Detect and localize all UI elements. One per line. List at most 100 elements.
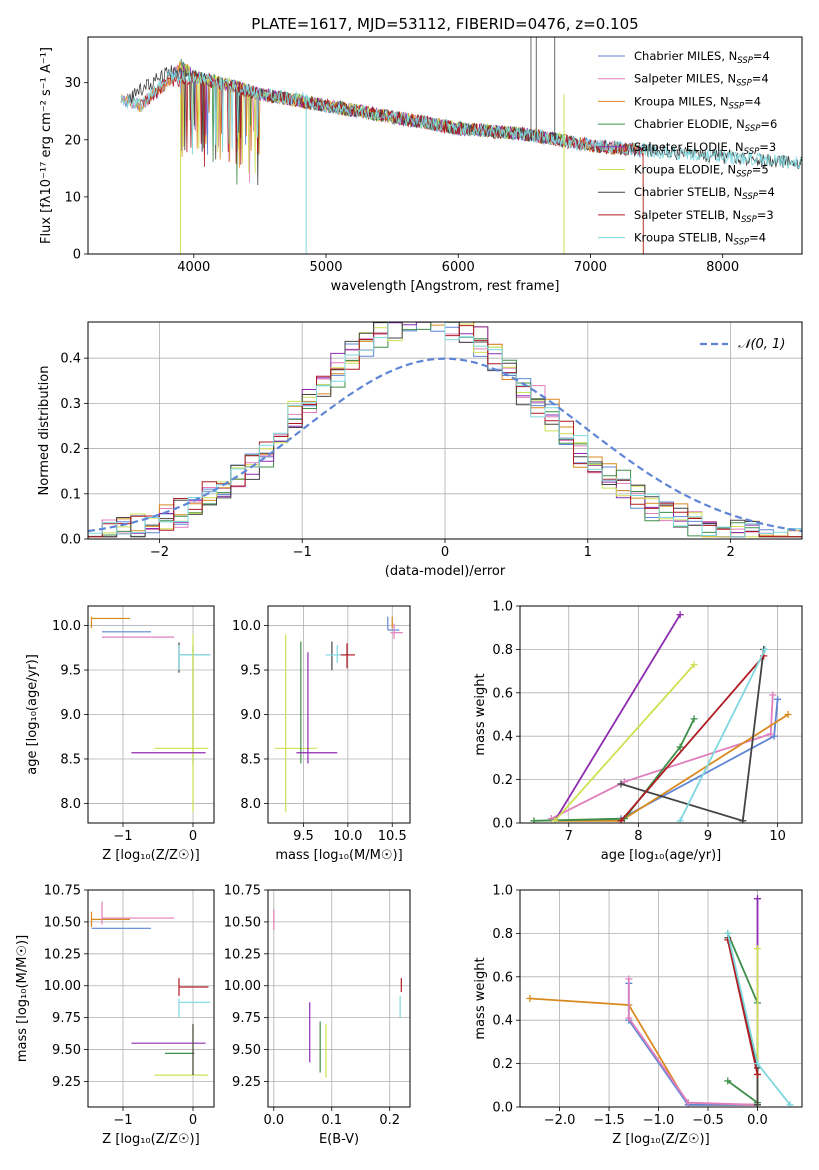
x-axis-label: mass [log₁₀(M/M☉)] xyxy=(275,848,402,863)
x-tick-label: 0.2 xyxy=(379,1113,400,1128)
x-axis-label: wavelength [Angstrom, rest frame] xyxy=(331,279,560,294)
y-tick-label: 9.25 xyxy=(52,1075,81,1090)
y-tick-label: 0.6 xyxy=(492,686,513,701)
mass-weight-point xyxy=(767,730,775,738)
legend-entry: Kroupa STELIB, NSSP=4 xyxy=(634,231,766,248)
spectrum-line xyxy=(120,70,802,169)
x-tick-label: 6000 xyxy=(442,260,475,275)
legend-entry-tail: =4 xyxy=(744,94,761,108)
mass-weight-line xyxy=(726,933,791,1106)
x-tick-label: 2 xyxy=(726,545,734,560)
y-tick-label: 0.2 xyxy=(492,1057,513,1072)
y-tick-label: 9.50 xyxy=(52,1043,81,1058)
y-tick-label: 30 xyxy=(64,76,81,91)
mass-weight-point xyxy=(690,715,698,723)
mass-weight-point xyxy=(526,995,534,1002)
legend-entry-tail: =4 xyxy=(749,231,766,245)
y-tick-label: 9.5 xyxy=(60,664,81,679)
x-tick-label: −2.0 xyxy=(544,1113,576,1128)
mass-weight-point xyxy=(769,691,777,699)
legend-entry-tail: =5 xyxy=(752,163,769,177)
y-tick-label: 0.2 xyxy=(492,773,513,788)
y-tick-label: 10.75 xyxy=(224,884,261,899)
mass-weight-point xyxy=(625,1014,633,1022)
x-tick-label: −1.5 xyxy=(593,1113,625,1128)
legend-entry-sub: SSP xyxy=(741,215,757,225)
x-axis-label: Z [log₁₀(Z/Z☉)] xyxy=(102,1132,199,1147)
y-tick-label: 0.0 xyxy=(60,533,81,548)
y-tick-label: 0.0 xyxy=(492,1101,513,1116)
x-tick-label: 10 xyxy=(769,829,786,844)
y-tick-label: 9.50 xyxy=(232,1043,261,1058)
x-tick-label: 9 xyxy=(704,829,712,844)
x-tick-label: 10.0 xyxy=(333,829,362,844)
weight-vs-z-panel-plot-area xyxy=(526,895,794,1107)
mass-weight-point xyxy=(684,1099,692,1107)
spectrum-panel-plot-area xyxy=(120,37,802,254)
x-tick-label: 5000 xyxy=(309,260,342,275)
y-axis-label: Normed distribution xyxy=(37,366,52,496)
mass-vs-z-panel-plot-area xyxy=(90,901,211,1076)
mass-weight-point xyxy=(774,695,782,703)
weight-vs-age-panel-plot-area xyxy=(530,611,792,823)
mass-vs-ebv-panel-plot-area xyxy=(273,909,402,1078)
residual-histogram xyxy=(88,322,802,538)
mass-weight-point xyxy=(739,817,747,823)
mass-weight-point xyxy=(753,1060,761,1068)
y-tick-label: 0.4 xyxy=(60,352,81,367)
y-tick-label: 10.50 xyxy=(224,915,261,930)
y-tick-label: 0.8 xyxy=(492,927,513,942)
x-tick-label: −1 xyxy=(113,829,132,844)
mass-weight-point xyxy=(753,1070,761,1078)
y-axis-label: mass [log₁₀(M/M☉)] xyxy=(15,935,30,1062)
y-tick-label: 8.5 xyxy=(240,752,261,767)
legend-entry-tail: =3 xyxy=(757,208,774,222)
y-tick-label: 10.25 xyxy=(44,947,81,962)
mass-weight-point xyxy=(753,945,761,953)
y-tick-label: 9.5 xyxy=(240,664,261,679)
mass-vs-ebv-panel-frame xyxy=(267,889,411,1108)
legend-entry-sub: SSP xyxy=(734,238,750,248)
y-axis-label: age [log₁₀(age/yr)] xyxy=(25,654,40,775)
mass-weight-point xyxy=(676,611,684,619)
age-vs-mass-panel: 9.5 10.0 10.5 8.0 8.5 9.0 9.5 10.0 mass [log₁₀(M… xyxy=(232,605,411,863)
spectrum-panel-frame xyxy=(87,36,803,255)
mass-weight-point xyxy=(617,817,625,823)
legend-entry-text: Chabrier STELIB, N xyxy=(634,185,742,199)
y-tick-label: 9.0 xyxy=(240,708,261,723)
y-tick-label: 8.0 xyxy=(60,797,81,812)
weight-vs-z-panel-frame xyxy=(519,889,803,1108)
y-tick-label: 0.3 xyxy=(60,397,81,412)
y-tick-label: 10.0 xyxy=(52,619,81,634)
legend-entry-tail: =4 xyxy=(753,49,770,63)
x-tick-label: −1 xyxy=(293,545,312,560)
legend-entry-sub: SSP xyxy=(745,124,761,134)
x-tick-label: −0.5 xyxy=(692,1113,724,1128)
mass-weight-line xyxy=(529,997,758,1106)
mass-weight-point xyxy=(676,743,684,751)
mass-weight-line xyxy=(726,939,759,1075)
y-tick-label: 9.0 xyxy=(60,708,81,723)
y-tick-label: 8.5 xyxy=(60,752,81,767)
mass-weight-line xyxy=(554,614,681,822)
residual-panel-plot-area xyxy=(88,322,802,538)
x-tick-label: 8 xyxy=(634,829,642,844)
legend-entry: Chabrier ELODIE, NSSP=6 xyxy=(634,117,777,134)
mass-weight-point xyxy=(617,780,625,788)
legend-entry-text: Chabrier ELODIE, N xyxy=(634,117,745,131)
legend-entry: Chabrier STELIB, NSSP=4 xyxy=(634,185,775,202)
residual-histogram xyxy=(88,322,802,538)
age-vs-z-panel: −1 0 8.0 8.5 9.0 9.5 10.0 Z [log₁₀(Z/Z☉)] age [l… xyxy=(25,605,215,863)
x-tick-label: −1 xyxy=(113,1113,132,1128)
y-tick-label: 10.00 xyxy=(224,979,261,994)
mass-weight-point xyxy=(724,1077,732,1085)
y-tick-label: 20 xyxy=(64,133,81,148)
age-vs-z-panel-plot-area xyxy=(90,616,211,813)
x-tick-label: 7 xyxy=(565,829,573,844)
mass-weight-point xyxy=(786,1101,794,1107)
x-tick-label: 9.5 xyxy=(293,829,314,844)
mass-weight-line xyxy=(679,649,766,822)
legend-entry-sub: SSP xyxy=(729,101,745,111)
legend-entry-sub: SSP xyxy=(744,147,760,157)
legend-entry-text: Kroupa MILES, N xyxy=(634,94,729,108)
